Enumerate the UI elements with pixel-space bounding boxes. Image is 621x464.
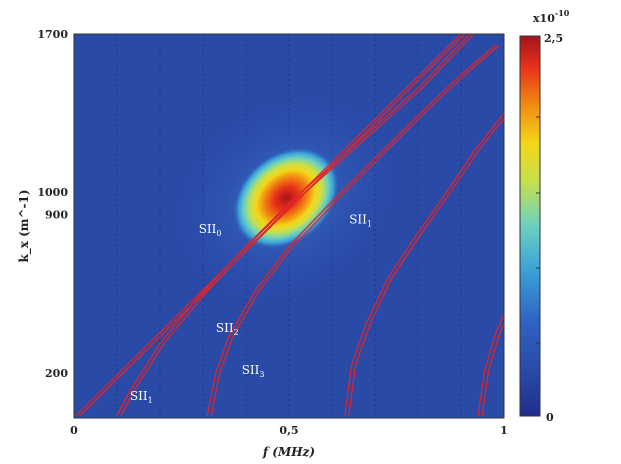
mode-label: SII3 <box>242 363 265 379</box>
x-tick-label: 0 <box>70 424 78 437</box>
mode-curve-sii4 <box>477 313 504 416</box>
mode-curve-sii2 <box>210 44 500 416</box>
mode-labels: SII0 SII1 SII2 SII3 SII1 <box>130 213 372 405</box>
y-tick-labels: 1700 1000 900 200 <box>37 28 68 380</box>
colorbar-min-label: 0 <box>546 411 554 424</box>
plot-frame <box>73 33 505 419</box>
x-tick-label: 1 <box>500 424 508 437</box>
mode-label: SII1 <box>349 213 372 229</box>
colorbar-exponent-base: x10 <box>533 12 555 25</box>
mode-label: SII1 <box>130 389 153 405</box>
mode-label: SII0 <box>199 222 222 238</box>
mode-curves <box>75 34 504 417</box>
x-tick-label: 0,5 <box>279 424 298 437</box>
colorbar-exponent: x10-10 <box>533 8 570 25</box>
mode-curve-sii0 <box>79 34 466 417</box>
colorbar-scale <box>519 35 541 417</box>
y-tick-label: 900 <box>45 209 68 222</box>
mode-label: SII2 <box>216 321 239 337</box>
hotspot-peak <box>233 147 339 249</box>
plot-area: SII0 SII1 SII2 SII3 SII1 <box>74 34 504 418</box>
y-tick-label: 200 <box>45 367 68 380</box>
mode-curve-sii3 <box>344 112 504 416</box>
y-tick-label: 1700 <box>37 28 68 41</box>
mode-curve-sii3 <box>348 117 504 416</box>
x-tick-labels: 0 0,5 1 <box>70 424 508 437</box>
colorbar-max-label: 2,5 <box>544 32 563 45</box>
x-axis-title-text: f (MHz) <box>262 445 315 459</box>
x-axis-title: f (MHz) <box>262 445 315 459</box>
mode-curve-sii1 <box>116 34 471 416</box>
mode-curve-sii0 <box>75 34 462 417</box>
colorbar: 2,5 0 x10-10 <box>519 8 570 424</box>
mode-curve-sii1 <box>120 34 475 416</box>
mode-curve-sii2 <box>206 44 496 416</box>
colorbar-exponent-power: -10 <box>555 8 570 18</box>
y-tick-label: 1000 <box>37 186 68 199</box>
y-axis-title: k_x (m^-1) <box>17 189 32 262</box>
